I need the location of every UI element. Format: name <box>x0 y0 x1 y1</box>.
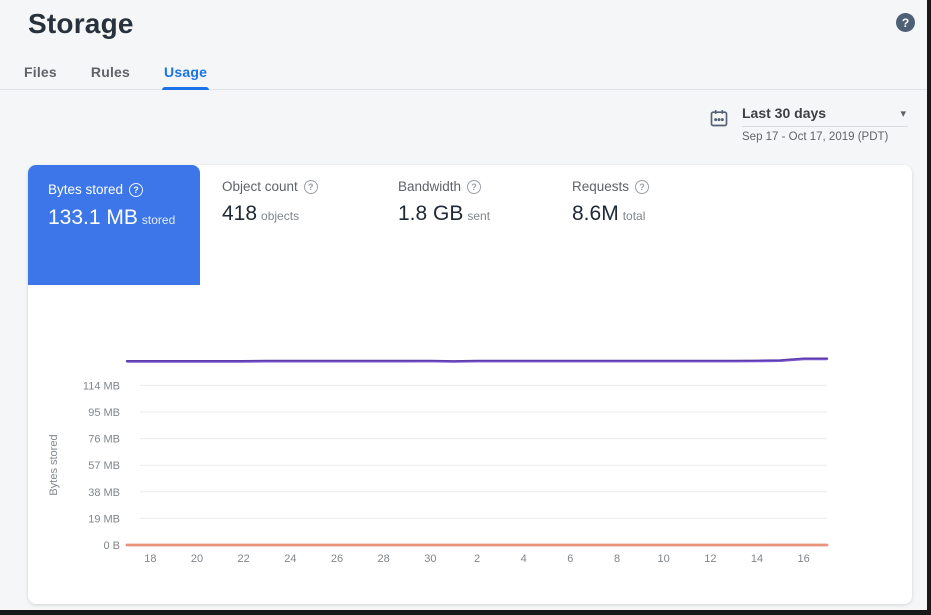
tab-bar: Files Rules Usage <box>0 60 927 90</box>
metric-label: Requests ? <box>572 179 650 194</box>
metric-card-bandwidth[interactable]: Bandwidth ? 1.8 GB sent <box>398 179 490 226</box>
page-title: Storage <box>28 8 134 39</box>
x-axis-tick-label: 22 <box>238 553 250 565</box>
x-axis-tick-label: 12 <box>704 553 716 565</box>
bytes-stored-line <box>125 357 829 363</box>
metric-card-object-count[interactable]: Object count ? 418 objects <box>222 179 318 226</box>
x-axis-tick-label: 14 <box>751 553 763 565</box>
tab-usage[interactable]: Usage <box>162 60 210 90</box>
metric-label: Bandwidth ? <box>398 179 490 194</box>
help-icon[interactable]: ? <box>129 182 144 197</box>
x-axis-tick-label: 28 <box>378 553 390 565</box>
y-axis-tick-label: 114 MB <box>83 380 120 392</box>
metric-card-bytes-stored[interactable]: Bytes stored ? 133.1 MB stored <box>28 165 200 285</box>
tab-files[interactable]: Files <box>24 64 57 80</box>
metric-value: 8.6M total <box>572 202 646 225</box>
usage-panel: Bytes stored ? 133.1 MB stored Object cou… <box>28 165 912 604</box>
help-icon[interactable]: ? <box>303 179 318 194</box>
date-range-select[interactable]: Last 30 days ▾ <box>742 105 908 127</box>
metric-unit: sent <box>467 209 491 223</box>
help-icon[interactable]: ? <box>467 179 482 194</box>
y-axis-tick-label: 76 MB <box>88 434 120 446</box>
metric-label: Object count ? <box>222 179 318 194</box>
bytes-stored-line-highlight <box>127 358 827 363</box>
x-axis-tick-label: 26 <box>331 553 343 565</box>
x-axis-tick-label: 4 <box>521 553 527 565</box>
y-axis-tick-label: 57 MB <box>88 460 120 472</box>
date-range-detail: Sep 17 - Oct 17, 2019 (PDT) <box>742 131 889 143</box>
y-axis-title: Bytes stored <box>48 434 60 495</box>
bytes-stored-chart: 0 B 19 MB 38 MB 57 MB 76 MB 95 MB 114 MB Bytes … <box>48 357 829 565</box>
x-axis-tick-label: 20 <box>191 553 203 565</box>
calendar-icon <box>709 108 729 133</box>
metric-value: 133.1 MB stored <box>48 206 176 229</box>
date-range-label: Last 30 days <box>742 105 827 121</box>
metric-label: Bytes stored ? <box>48 182 200 197</box>
metric-unit: total <box>622 209 646 223</box>
y-axis-tick-label: 38 MB <box>88 487 120 499</box>
y-axis-tick-label: 0 B <box>103 540 120 552</box>
x-axis-tick-label: 16 <box>798 553 810 565</box>
y-axis-tick-label: 95 MB <box>88 407 120 419</box>
date-range-texts: Last 30 days ▾ Sep 17 - Oct 17, 2019 (PD… <box>742 105 908 143</box>
x-axis-tick-label: 24 <box>284 553 296 565</box>
help-icon[interactable]: ? <box>896 13 915 32</box>
metric-card-requests[interactable]: Requests ? 8.6M total <box>572 179 650 226</box>
y-axis-tick-label: 19 MB <box>88 513 120 525</box>
metric-value: 418 objects <box>222 202 300 225</box>
chevron-down-icon: ▾ <box>900 107 906 120</box>
x-axis-tick-label: 18 <box>144 553 156 565</box>
x-axis-tick-label: 10 <box>658 553 670 565</box>
x-axis-tick-label: 8 <box>614 553 620 565</box>
date-range-picker[interactable]: Last 30 days ▾ Sep 17 - Oct 17, 2019 (PD… <box>709 105 908 143</box>
metric-value: 1.8 GB sent <box>398 202 491 225</box>
x-axis-tick-label: 30 <box>424 553 436 565</box>
tab-rules[interactable]: Rules <box>90 64 131 80</box>
help-icon[interactable]: ? <box>635 179 650 194</box>
metric-unit: objects <box>261 209 300 223</box>
metric-unit: stored <box>141 213 176 227</box>
x-axis-tick-label: 6 <box>567 553 573 565</box>
x-axis-tick-label: 2 <box>474 553 480 565</box>
